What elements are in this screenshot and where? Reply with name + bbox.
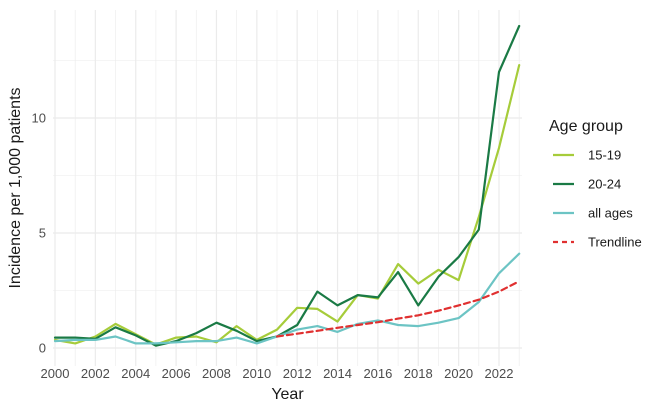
x-tick-label: 2018	[404, 366, 433, 381]
plot-panel	[53, 10, 522, 366]
y-tick-label: 10	[32, 111, 46, 126]
legend-label: Trendline	[588, 235, 642, 250]
series-line-all-ages	[53, 252, 521, 345]
x-tick-label: 2008	[202, 366, 231, 381]
y-tick-label: 5	[39, 226, 46, 241]
x-tick-label: 2016	[363, 366, 392, 381]
legend-label: 15-19	[588, 148, 621, 163]
legend-label: all ages	[588, 206, 633, 221]
x-axis-ticks: 2000 2002 2004 2006 2008 2010 2012 2014 2016 2018…	[41, 366, 514, 381]
x-tick-label: 2006	[162, 366, 191, 381]
x-tick-label: 2012	[283, 366, 312, 381]
series-lines	[53, 24, 521, 347]
x-tick-label: 2020	[444, 366, 473, 381]
y-axis-ticks: 0 5 10	[32, 111, 46, 356]
legend-label: 20-24	[588, 177, 621, 192]
series-line-20-24	[53, 24, 521, 347]
x-axis-title: Year	[271, 386, 304, 403]
x-tick-label: 2022	[485, 366, 514, 381]
series-line-15-19	[53, 63, 521, 346]
y-axis-title: Incidence per 1,000 patients	[7, 87, 24, 288]
series-line-trendline	[275, 280, 521, 338]
x-tick-label: 2010	[242, 366, 271, 381]
grid	[53, 10, 522, 366]
y-tick-label: 0	[39, 341, 46, 356]
legend: Age group 15-19 20-24 all ages Trendline	[549, 118, 642, 250]
x-tick-label: 2002	[81, 366, 110, 381]
legend-item: 20-24	[553, 177, 621, 192]
x-tick-label: 2000	[41, 366, 70, 381]
legend-items: 15-19 20-24 all ages Trendline	[553, 148, 642, 250]
legend-item: 15-19	[553, 148, 621, 163]
legend-title: Age group	[549, 118, 623, 135]
legend-item: Trendline	[553, 235, 642, 250]
x-tick-label: 2004	[121, 366, 150, 381]
legend-item: all ages	[553, 206, 633, 221]
x-tick-label: 2014	[323, 366, 352, 381]
